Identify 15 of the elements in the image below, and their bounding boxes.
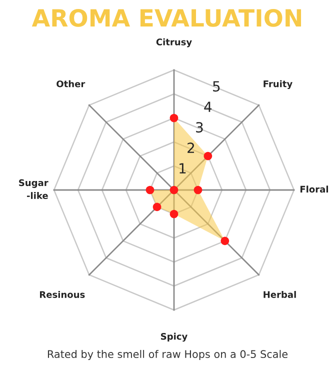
spoke-label: Herbal xyxy=(264,290,296,298)
spoke-label: Citrusy xyxy=(156,38,192,48)
y-tick-label: 4 xyxy=(204,102,212,112)
spoke-label: Spicy xyxy=(161,332,188,342)
spoke-label: Resinous xyxy=(40,290,85,298)
y-tick-label: 2 xyxy=(188,142,194,153)
chart-title: AROMA EVALUATION xyxy=(32,8,302,27)
spoke-label: Floral xyxy=(300,186,328,193)
y-tick-label: 5 xyxy=(213,81,220,92)
y-tick-label: 1 xyxy=(180,163,186,174)
spoke-label: Fruity xyxy=(264,80,292,90)
y-tick-label: 3 xyxy=(196,122,203,133)
spoke-label: Sugar -like xyxy=(19,179,48,200)
text: Rated by the smell of raw Hops on a 0-5 Scale xyxy=(48,350,288,360)
spoke-label: Other xyxy=(56,80,86,88)
